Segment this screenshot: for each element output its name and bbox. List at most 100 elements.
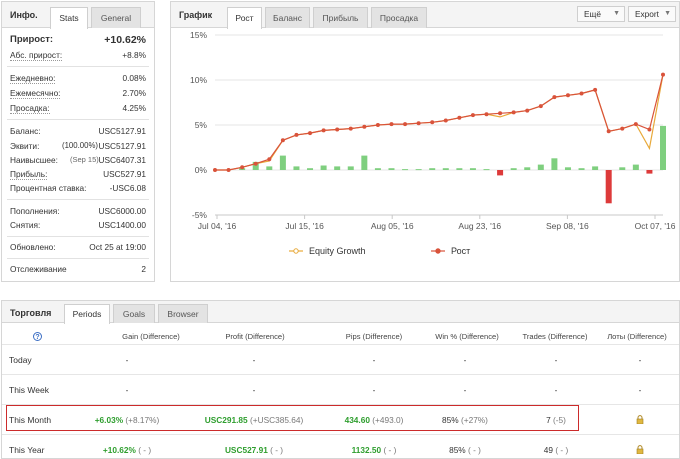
table-row[interactable]: Today - - - - - - [2,344,679,374]
svg-text:?: ? [35,334,39,341]
bar[interactable] [320,165,327,171]
bar[interactable] [660,125,666,170]
abs-growth-label[interactable]: Абс. прирост: [10,50,63,61]
data-point[interactable] [443,118,448,123]
data-point[interactable] [565,93,570,98]
data-point[interactable] [308,131,313,136]
tab-stats[interactable]: Stats [50,7,88,29]
monthly-label[interactable]: Ежемесячно: [10,88,61,99]
table-row[interactable]: This Month +6.03% (+8.17%) USC291.85 (+U… [2,404,679,434]
tab-goals[interactable]: Goals [113,304,155,323]
drawdown-label[interactable]: Просадка: [10,103,50,114]
data-point[interactable] [633,122,638,127]
data-point[interactable] [525,108,530,113]
bar[interactable] [619,167,626,170]
bar[interactable] [456,168,463,170]
bar[interactable] [592,166,599,170]
bar[interactable] [578,168,585,170]
help-circle-icon[interactable]: ? [33,332,42,341]
lots-cell[interactable] [590,415,680,426]
data-point[interactable] [647,127,652,132]
x-tick-label: Aug 23, '16 [458,221,501,231]
lots-cell[interactable] [590,445,680,456]
data-point[interactable] [213,168,217,172]
series-line[interactable] [215,74,664,171]
bar[interactable] [388,168,395,170]
tab-growth[interactable]: Рост [227,7,262,29]
bar[interactable] [497,170,504,176]
more-dropdown[interactable]: Ещё ▼ [577,6,625,22]
bar[interactable] [266,166,273,170]
tracking-row: Отслеживание 2 [10,264,146,276]
data-point[interactable] [484,112,489,117]
bar[interactable] [334,166,341,170]
data-point[interactable] [498,111,503,116]
bar[interactable] [279,155,286,170]
data-point[interactable] [362,124,367,129]
pips-cell: 434.60 (+493.0) [344,415,404,425]
data-point[interactable] [253,161,258,166]
bar[interactable] [632,164,639,170]
bar[interactable] [402,169,409,171]
tab-general[interactable]: General [91,7,141,28]
data-point[interactable] [430,120,435,125]
data-point[interactable] [267,157,272,162]
bar[interactable] [537,164,544,170]
tracking-value[interactable]: 2 [141,264,146,274]
data-point[interactable] [294,132,299,137]
data-point[interactable] [226,168,231,172]
data-point[interactable] [389,122,394,127]
bar[interactable] [564,167,571,170]
table-row[interactable]: This Year +10.62% ( - ) USC527.91 ( - ) … [2,434,679,459]
tab-balance[interactable]: Баланс [265,7,310,28]
data-point[interactable] [552,95,557,100]
data-point[interactable] [593,87,598,92]
data-point[interactable] [335,127,340,132]
bar[interactable] [415,169,422,171]
daily-label[interactable]: Ежедневно: [10,73,56,84]
data-point[interactable] [240,165,245,170]
data-point[interactable] [280,138,285,143]
data-point[interactable] [470,113,475,118]
bar[interactable] [510,168,517,170]
table-row[interactable]: This Week - - - - - - [2,374,679,404]
bar[interactable] [347,166,354,170]
bar[interactable] [429,168,436,170]
bar[interactable] [361,155,368,170]
data-point[interactable] [620,126,625,131]
bar[interactable] [307,168,314,170]
bar[interactable] [524,167,531,170]
legend-label[interactable]: Рост [451,246,470,256]
data-point[interactable] [606,129,611,134]
export-dropdown[interactable]: Export ▼ [628,6,676,22]
row-label: This Month [9,415,52,425]
data-point[interactable] [661,72,665,77]
data-point[interactable] [416,121,421,126]
bar[interactable] [252,161,259,170]
bar[interactable] [605,170,612,204]
profit-label[interactable]: Прибыль: [10,169,48,180]
data-point[interactable] [538,104,543,109]
data-point[interactable] [348,126,353,131]
legend-label[interactable]: Equity Growth [309,246,366,256]
tab-profit[interactable]: Прибыль [313,7,368,28]
bar[interactable] [469,168,476,170]
tab-drawdown[interactable]: Просадка [371,7,427,28]
deposits-label: Пополнения: [10,206,60,216]
data-point[interactable] [579,91,584,96]
data-point[interactable] [511,110,516,115]
bar[interactable] [442,168,449,170]
tab-periods[interactable]: Periods [64,304,110,324]
bar[interactable] [293,166,300,170]
bar[interactable] [646,170,653,174]
data-point[interactable] [375,123,380,127]
bar[interactable] [483,169,490,171]
data-point[interactable] [403,122,408,127]
bar[interactable] [374,168,381,170]
profit-cell: - [252,355,256,365]
chart-legend: Equity Growth Рост [289,246,470,256]
tab-browser[interactable]: Browser [158,304,208,323]
data-point[interactable] [321,128,326,133]
data-point[interactable] [457,115,462,120]
bar[interactable] [551,158,558,170]
